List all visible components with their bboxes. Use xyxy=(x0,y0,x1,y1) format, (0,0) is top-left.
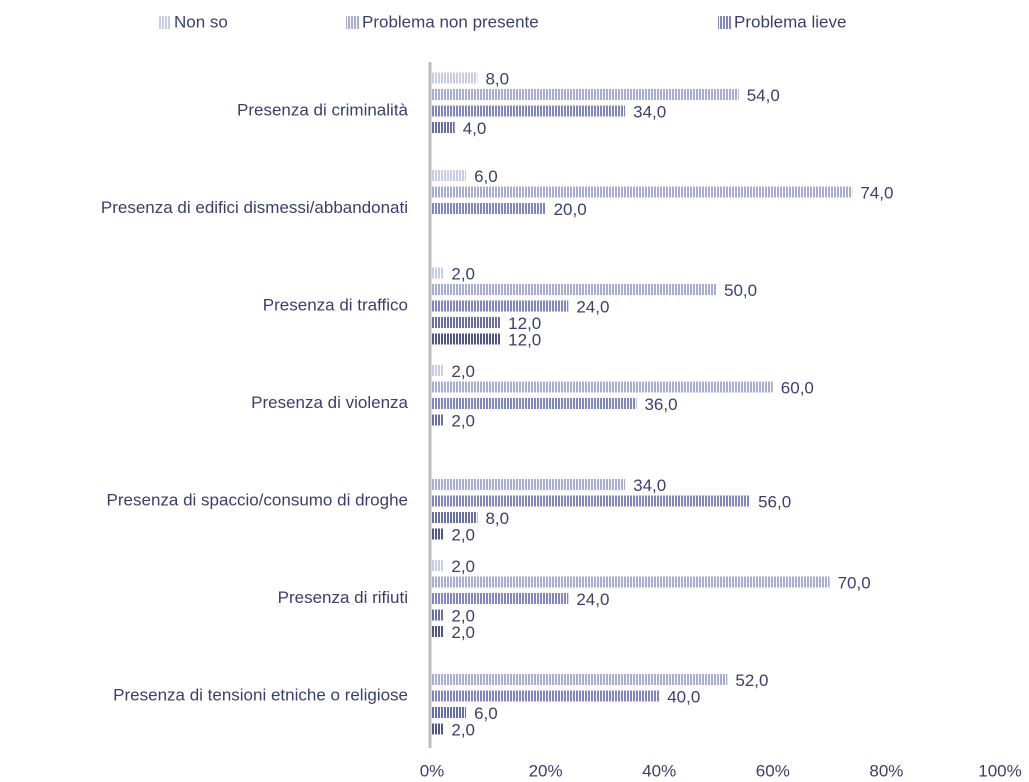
x-tick-label: 40% xyxy=(642,761,676,780)
value-label: 6,0 xyxy=(474,704,498,723)
bar xyxy=(432,495,751,507)
value-label: 2,0 xyxy=(451,525,475,544)
bar xyxy=(432,690,660,702)
bar xyxy=(432,300,569,312)
x-tick-label: 60% xyxy=(756,761,790,780)
value-label: 20,0 xyxy=(554,200,587,219)
bar xyxy=(432,560,444,571)
bar xyxy=(432,512,478,523)
value-label: 12,0 xyxy=(508,314,541,333)
bar xyxy=(432,317,501,328)
bar xyxy=(432,414,444,426)
bar xyxy=(432,72,478,84)
category-label: Presenza di traffico xyxy=(263,295,408,314)
value-label: 8,0 xyxy=(485,509,509,528)
x-tick-label: 80% xyxy=(869,761,903,780)
value-label: 2,0 xyxy=(451,606,475,625)
bar xyxy=(432,381,773,393)
legend-swatch xyxy=(158,16,171,29)
bar xyxy=(432,528,444,540)
bar xyxy=(432,593,569,604)
bar xyxy=(432,284,716,295)
bar xyxy=(432,365,444,376)
value-label: 36,0 xyxy=(644,395,677,414)
value-label: 8,0 xyxy=(485,69,509,88)
bar xyxy=(432,609,444,621)
value-label: 2,0 xyxy=(451,623,475,642)
bar xyxy=(432,576,830,588)
bar xyxy=(432,105,626,117)
bar xyxy=(432,170,467,181)
value-label: 40,0 xyxy=(667,687,700,706)
value-label: 24,0 xyxy=(576,590,609,609)
bar xyxy=(432,203,546,214)
value-label: 2,0 xyxy=(451,557,475,576)
legend-swatch xyxy=(718,16,731,29)
bar xyxy=(432,186,853,198)
value-label: 52,0 xyxy=(735,671,768,690)
value-label: 4,0 xyxy=(463,119,487,138)
value-label: 2,0 xyxy=(451,720,475,739)
value-label: 50,0 xyxy=(724,281,757,300)
x-tick-label: 100% xyxy=(978,761,1021,780)
bar xyxy=(432,674,728,685)
value-label: 2,0 xyxy=(451,411,475,430)
value-label: 54,0 xyxy=(747,86,780,105)
legend-label: Problema lieve xyxy=(734,12,846,31)
legend-label: Problema non presente xyxy=(362,12,539,31)
bar xyxy=(432,723,444,735)
bar xyxy=(432,122,455,133)
bar xyxy=(432,267,444,279)
legend-swatch xyxy=(346,16,359,29)
legend-label: Non so xyxy=(174,12,228,31)
category-label: Presenza di spaccio/consumo di droghe xyxy=(107,490,408,509)
category-label: Presenza di tensioni etniche o religiose xyxy=(113,685,408,704)
value-label: 34,0 xyxy=(633,102,666,121)
bar xyxy=(432,333,501,345)
bar xyxy=(432,479,626,490)
category-label: Presenza di violenza xyxy=(251,393,408,412)
bar xyxy=(432,89,739,100)
value-label: 12,0 xyxy=(508,330,541,349)
value-label: 34,0 xyxy=(633,476,666,495)
value-label: 2,0 xyxy=(451,362,475,381)
value-label: 24,0 xyxy=(576,297,609,316)
value-label: 70,0 xyxy=(838,573,871,592)
category-label: Presenza di edifici dismessi/abbandonati xyxy=(101,198,408,217)
x-tick-label: 20% xyxy=(529,761,563,780)
category-label: Presenza di criminalità xyxy=(237,100,409,119)
value-label: 56,0 xyxy=(758,492,791,511)
category-label: Presenza di rifiuti xyxy=(278,588,408,607)
bar xyxy=(432,626,444,637)
value-label: 6,0 xyxy=(474,167,498,186)
bar xyxy=(432,398,637,409)
value-label: 74,0 xyxy=(860,183,893,202)
value-label: 60,0 xyxy=(781,378,814,397)
x-tick-label: 0% xyxy=(420,761,445,780)
value-label: 2,0 xyxy=(451,264,475,283)
bar xyxy=(432,707,467,718)
